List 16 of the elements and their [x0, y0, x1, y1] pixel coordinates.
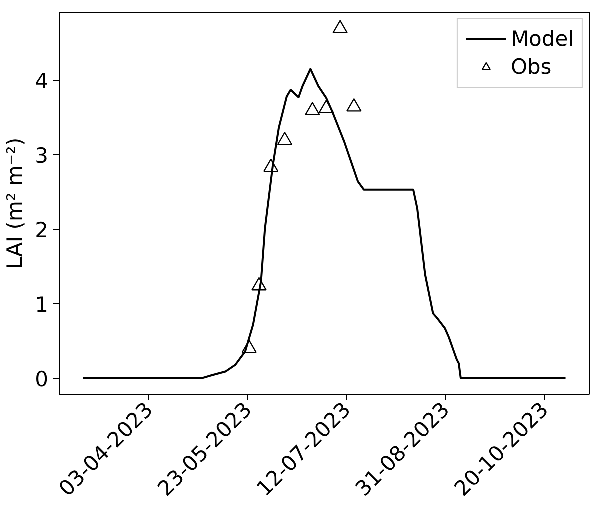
point — [242, 340, 257, 354]
point — [252, 277, 267, 291]
point — [277, 132, 293, 146]
y-tick-label: 4 — [35, 69, 49, 94]
point — [346, 98, 362, 112]
y-axis-title: LAI (m² m⁻²) — [3, 138, 28, 270]
point — [318, 100, 334, 114]
point — [264, 158, 279, 172]
point — [332, 20, 348, 34]
y-tick-label: 1 — [35, 292, 49, 317]
legend-label: Obs — [510, 55, 552, 79]
point — [305, 102, 320, 116]
y-tick-label: 2 — [35, 218, 49, 242]
legend-label: Model — [510, 27, 574, 51]
y-tick-label: 0 — [35, 367, 49, 392]
y-tick-label: 3 — [35, 144, 49, 168]
